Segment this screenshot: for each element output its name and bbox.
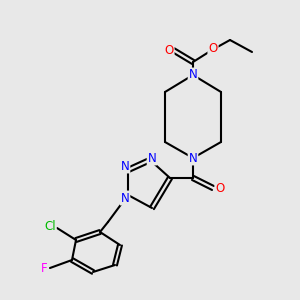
Text: O: O	[164, 44, 174, 56]
Text: O: O	[208, 43, 217, 56]
Text: F: F	[41, 262, 47, 275]
Text: N: N	[121, 191, 129, 205]
Text: N: N	[189, 68, 197, 82]
Text: N: N	[189, 152, 197, 164]
Text: O: O	[215, 182, 225, 194]
Text: N: N	[148, 152, 156, 164]
Text: Cl: Cl	[44, 220, 56, 232]
Text: N: N	[121, 160, 129, 172]
